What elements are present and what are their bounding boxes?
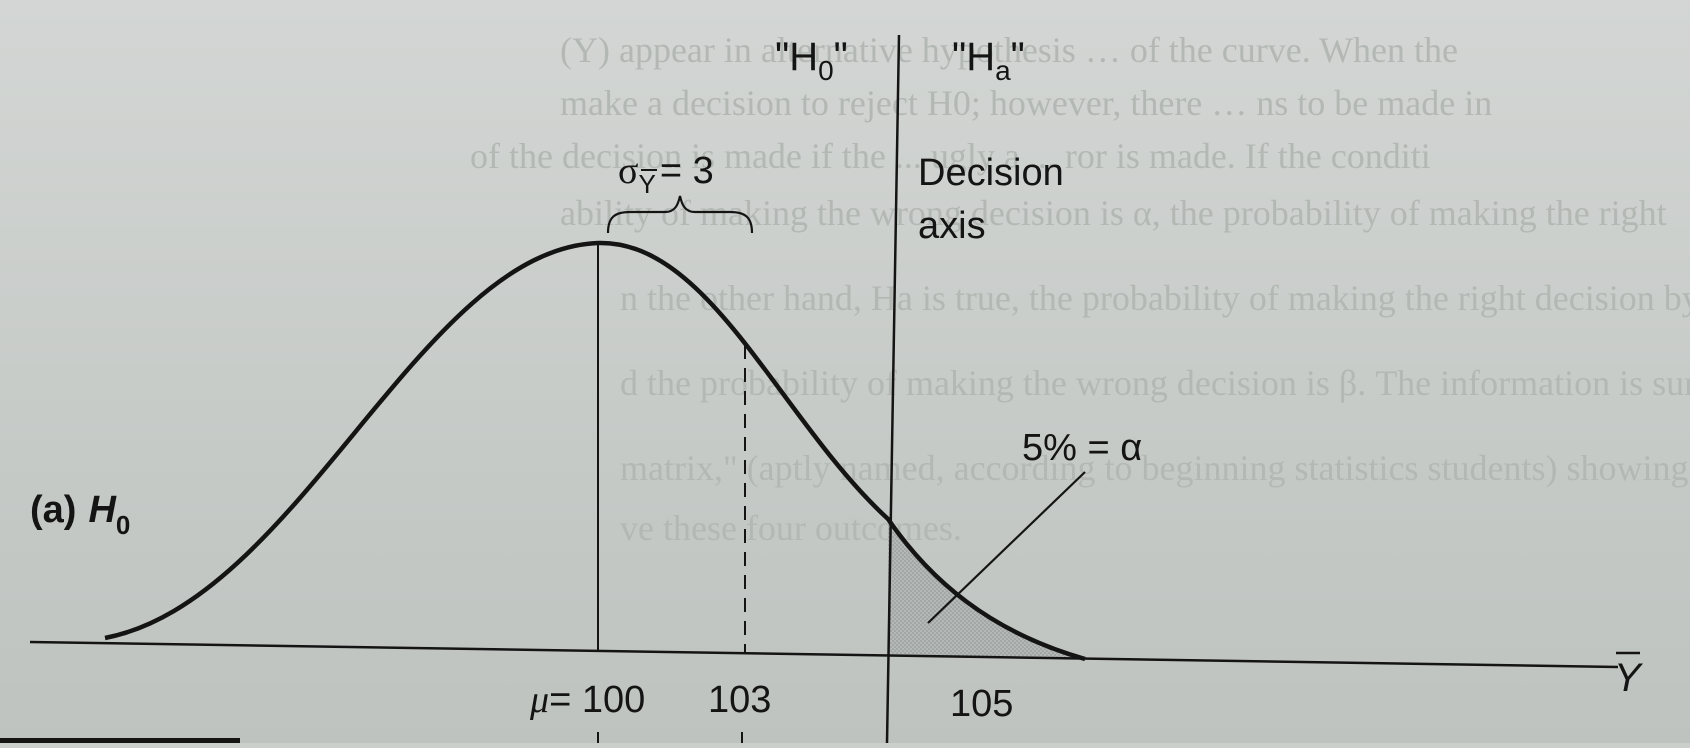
h0-label-text: "H (775, 35, 818, 79)
ha-label-close: " (1011, 35, 1025, 79)
normal-curve-h0 (104, 240, 1086, 662)
decision-axis-line (885, 34, 901, 744)
alpha-label: 5% = α (1022, 427, 1142, 469)
decision-axis-label-line2: axis (918, 205, 986, 247)
decision-axis-label-line1: Decision (918, 152, 1064, 194)
sigma-value: = 3 (660, 150, 714, 192)
bleed-through-text: (Y) appear in alternative hypothesis … o… (470, 30, 1690, 548)
panel-label-letter: (a) (30, 489, 76, 531)
ghost-line: ve these four outcomes. (620, 508, 962, 548)
ha-label-text: "H (952, 35, 995, 79)
tick-label-103: 103 (708, 679, 771, 721)
alpha-rejection-region (888, 519, 1085, 659)
h0-top-label: "H0" (775, 35, 848, 86)
tick-label-mu: μ= 100 (529, 679, 645, 721)
mu-value: = 100 (549, 679, 645, 721)
ghost-line: ability of making the wrong decision is … (560, 193, 1667, 233)
sigma-brace (606, 195, 754, 234)
sigma-label: σY = 3 (618, 150, 714, 199)
x-axis-label: Y (1614, 656, 1644, 700)
ghost-line: of the decision is made if the ... ugly … (470, 136, 1431, 176)
panel-hypothesis: H (88, 489, 117, 531)
ghost-line: matrix," (aptly named, according to begi… (620, 448, 1690, 488)
alpha-pointer-line (927, 471, 1086, 624)
panel-hypothesis-subscript: 0 (116, 510, 130, 540)
ghost-line: n the other hand, Ha is true, the probab… (620, 278, 1690, 318)
tick-label-105: 105 (950, 683, 1013, 725)
sigma-symbol: σ (618, 150, 638, 192)
ha-top-label: "Ha" (952, 35, 1025, 86)
x-axis-line (29, 640, 1619, 669)
page-bottom-edge (0, 738, 240, 743)
ghost-line: d the probability of making the wrong de… (620, 363, 1690, 403)
ha-label-subscript: a (995, 55, 1011, 86)
panel-label: (a) H0 (30, 489, 130, 540)
h0-label-subscript: 0 (818, 55, 834, 86)
mu-symbol: μ (529, 679, 549, 721)
ghost-line: (Y) appear in alternative hypothesis … o… (560, 30, 1458, 70)
ghost-line: make a decision to reject H0; however, t… (560, 83, 1492, 123)
sigma-subscript: Y (638, 169, 655, 199)
h0-label-close: " (834, 35, 848, 79)
